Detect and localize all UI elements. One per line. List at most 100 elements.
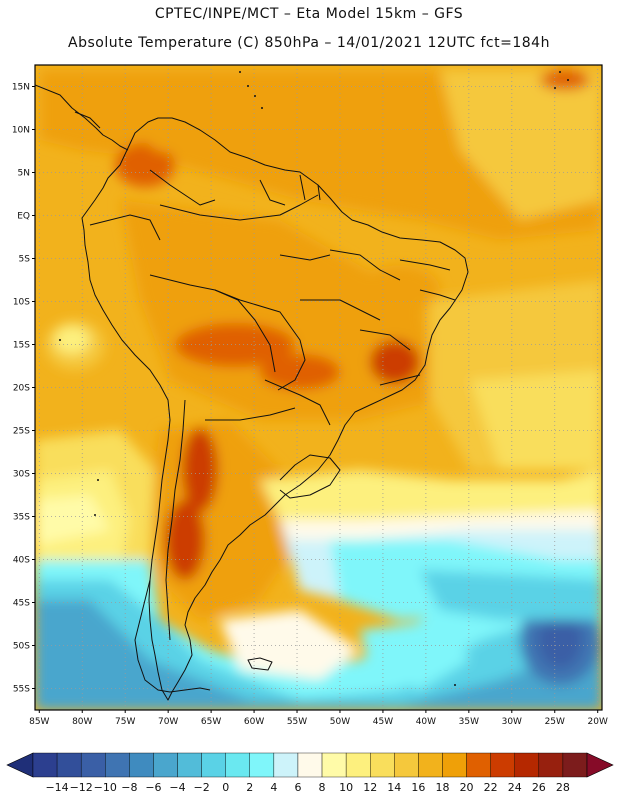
border-ecuador-colombia bbox=[89, 214, 161, 241]
colorbar-box bbox=[442, 752, 467, 778]
colorbar-box bbox=[201, 752, 226, 778]
colorbar-tick-label: 26 bbox=[532, 781, 546, 794]
lat-lon-grid bbox=[35, 65, 602, 710]
lat-label: 55S bbox=[13, 685, 30, 695]
colorbar-box bbox=[153, 752, 178, 778]
colorbar-box bbox=[321, 752, 347, 778]
colorbar-box bbox=[273, 752, 299, 778]
colorbar-tick-label: 8 bbox=[319, 781, 326, 794]
colorbar-box bbox=[249, 752, 275, 778]
lon-label: 65W bbox=[201, 717, 221, 727]
border-guianas bbox=[259, 174, 321, 206]
lon-label: 35W bbox=[459, 717, 479, 727]
colorbar-tick-label: 18 bbox=[435, 781, 449, 794]
colorbar-box bbox=[490, 752, 515, 778]
colorbar-box bbox=[225, 752, 250, 778]
lon-label: 85W bbox=[29, 717, 49, 727]
lon-label: 70W bbox=[158, 717, 178, 727]
colorbar-tick-label: 6 bbox=[294, 781, 301, 794]
colorbar-box bbox=[514, 752, 540, 778]
colorbar-tick-label: −6 bbox=[145, 781, 161, 794]
lat-label: 50S bbox=[13, 642, 30, 652]
lon-label: 75W bbox=[115, 717, 135, 727]
chile-coast-islands bbox=[134, 579, 211, 693]
lat-label: 10N bbox=[12, 126, 30, 136]
colorbar-box bbox=[177, 752, 202, 778]
colorbar-box bbox=[80, 752, 106, 778]
lat-label: 5S bbox=[19, 255, 31, 265]
colorbar-tick-label: −12 bbox=[70, 781, 93, 794]
lon-label: 30W bbox=[502, 717, 522, 727]
colorbar-box bbox=[105, 752, 130, 778]
colorbar-box bbox=[129, 752, 154, 778]
temperature-field bbox=[35, 65, 602, 710]
colorbar-box bbox=[418, 752, 443, 778]
colorbar-box bbox=[538, 752, 564, 778]
falklands bbox=[247, 657, 273, 671]
latitude-labels: 15N 10N 5N EQ 5S 10S 15S 20S 25S 30S 35S 40S 45S 50S 5… bbox=[12, 83, 30, 695]
border-argentina-north bbox=[205, 407, 296, 421]
colorbar-box bbox=[345, 752, 371, 778]
central-america bbox=[35, 84, 129, 151]
colorbar-tick-label: 2 bbox=[246, 781, 253, 794]
lon-label: 80W bbox=[72, 717, 92, 727]
lon-label: 50W bbox=[330, 717, 350, 727]
axis-ticks bbox=[32, 86, 599, 713]
lat-label: 35S bbox=[13, 513, 30, 523]
colorbar-box bbox=[466, 752, 491, 778]
colorbar-tick-label: −10 bbox=[94, 781, 117, 794]
colorbar-labels: −14 −12 −10 −8 −6 −4 −2 0 2 4 6 8 10 12 14 16 18 20 22 24 26… bbox=[45, 781, 569, 794]
colorbar-tick-label: −4 bbox=[169, 781, 185, 794]
lat-label: 15N bbox=[12, 83, 30, 93]
lon-label: 45W bbox=[373, 717, 393, 727]
map-title-line1: CPTEC/INPE/MCT – Eta Model 15km – GFS bbox=[154, 6, 464, 22]
longitude-labels: 85W 80W 75W 70W 65W 60W 55W 50W 45W 40W 35W 30W 25W 2… bbox=[29, 717, 608, 727]
lat-label: 25S bbox=[13, 427, 30, 437]
colorbar-box bbox=[562, 752, 588, 778]
colorbar-tick-label: −14 bbox=[45, 781, 68, 794]
colorbar-box bbox=[370, 752, 395, 778]
lat-label: 20S bbox=[13, 384, 30, 394]
brazil-states bbox=[279, 249, 456, 386]
lon-label: 55W bbox=[287, 717, 307, 727]
colorbar-tick-label: −2 bbox=[193, 781, 209, 794]
lon-label: 40W bbox=[416, 717, 436, 727]
lat-label: 45S bbox=[13, 599, 30, 609]
colorbar-tick-label: 4 bbox=[270, 781, 277, 794]
border-venezuela bbox=[149, 169, 216, 206]
border-bolivia-brazil bbox=[214, 289, 306, 391]
colorbar-tick-label: 10 bbox=[339, 781, 353, 794]
border-uruguay bbox=[279, 454, 341, 499]
lon-label: 60W bbox=[244, 717, 264, 727]
lat-label: 30S bbox=[13, 470, 30, 480]
colorbar-box bbox=[56, 752, 82, 778]
colorbar-tick-label: −8 bbox=[121, 781, 137, 794]
colorbar-tick-label: 14 bbox=[387, 781, 401, 794]
border-brazil-north bbox=[159, 194, 319, 221]
lat-label: 10S bbox=[13, 298, 30, 308]
caribbean-islands bbox=[59, 71, 569, 686]
colorbar-boxes bbox=[6, 752, 614, 778]
border-paraguay bbox=[264, 379, 331, 426]
colorbar-tick-label: 0 bbox=[222, 781, 229, 794]
lat-label: 5N bbox=[18, 169, 30, 179]
colorbar-box bbox=[394, 752, 419, 778]
coastline-and-borders bbox=[35, 84, 469, 701]
lon-label: 25W bbox=[545, 717, 565, 727]
colorbar-tick-label: 12 bbox=[363, 781, 377, 794]
lat-label: 40S bbox=[13, 556, 30, 566]
colorbar-box bbox=[32, 752, 58, 778]
colorbar-tick-label: 16 bbox=[411, 781, 425, 794]
colorbar-under-arrow bbox=[6, 752, 34, 778]
lon-label: 20W bbox=[588, 717, 608, 727]
lat-label: 15S bbox=[13, 341, 30, 351]
border-chile-argentina bbox=[165, 399, 186, 641]
border-peru-bolivia bbox=[149, 274, 276, 373]
caribbean-coast bbox=[74, 111, 101, 129]
map-title-line2: Absolute Temperature (C) 850hPa – 14/01/… bbox=[68, 35, 550, 51]
colorbar-over-arrow bbox=[586, 752, 614, 778]
colorbar-tick-label: 24 bbox=[508, 781, 522, 794]
lat-label: EQ bbox=[17, 212, 30, 222]
